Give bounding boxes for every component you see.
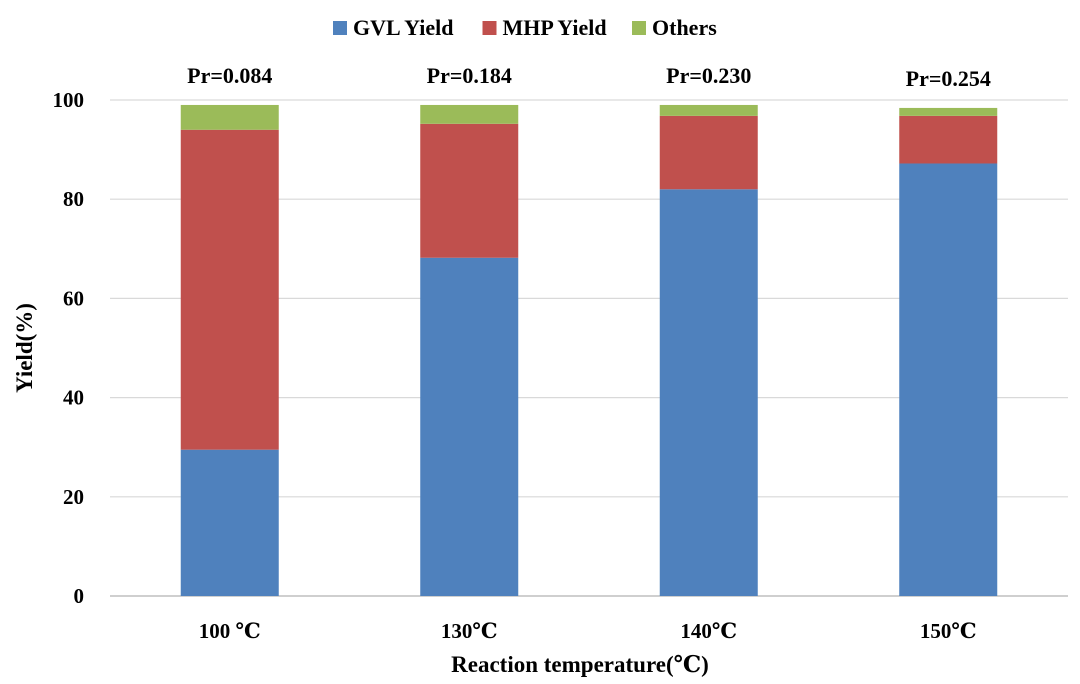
x-tick-label-1: 130℃ [441,619,498,643]
pr-annotation-3: Pr=0.254 [906,66,991,91]
bar-mhp-yield-0 [180,129,279,450]
legend: GVL Yield MHP Yield Others [333,15,717,40]
bar-others-1 [420,104,519,124]
bar-gvl-yield-3 [899,163,998,596]
bar-mhp-yield-3 [899,115,998,164]
x-axis-ticks: 100 ℃ 130℃ 140℃ 150℃ [199,619,977,643]
x-tick-label-3: 150℃ [920,619,977,643]
bar-mhp-yield-1 [420,123,519,258]
legend-swatch-0 [333,21,347,35]
legend-label-0: GVL Yield [353,15,453,40]
y-tick-label-0: 0 [74,584,85,608]
x-tick-label-2: 140℃ [680,619,737,643]
x-axis-title: Reaction temperature(℃) [451,652,709,677]
pr-annotation-2: Pr=0.230 [666,63,751,88]
y-axis-title: Yield(%) [12,303,37,393]
legend-label-1: MHP Yield [503,15,607,40]
bar-others-2 [659,104,758,116]
x-tick-label-0: 100 ℃ [199,619,261,643]
bars [180,104,998,596]
bar-mhp-yield-2 [659,115,758,190]
bar-gvl-yield-1 [420,257,519,596]
annotations: Pr=0.084 Pr=0.184 Pr=0.230 Pr=0.254 [187,63,991,91]
legend-swatch-1 [482,21,497,35]
y-axis-ticks: 0 20 40 60 80 100 [53,88,85,608]
legend-label-2: Others [652,15,717,40]
legend-swatch-2 [632,21,646,35]
bar-gvl-yield-0 [180,449,279,596]
pr-annotation-0: Pr=0.084 [187,63,272,88]
bar-others-0 [180,104,279,130]
y-tick-label-40: 40 [63,386,84,410]
y-tick-label-100: 100 [53,88,85,112]
y-tick-label-80: 80 [63,187,84,211]
y-tick-label-20: 20 [63,485,84,509]
pr-annotation-1: Pr=0.184 [427,63,512,88]
bar-gvl-yield-2 [659,189,758,596]
bar-others-3 [899,107,998,116]
y-tick-label-60: 60 [63,286,84,310]
